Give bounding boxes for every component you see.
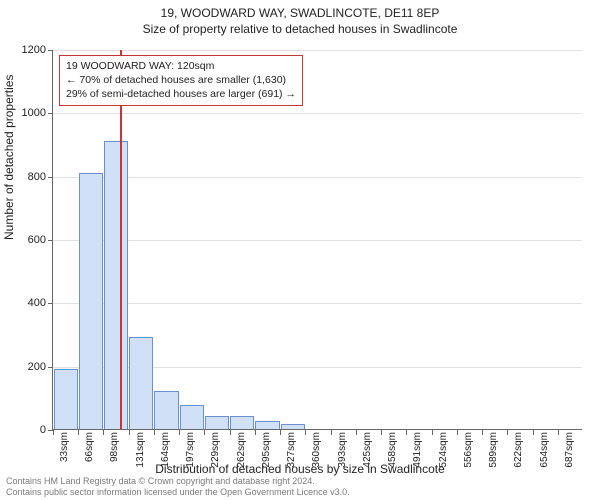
x-tick bbox=[129, 430, 130, 435]
y-tick-label: 400 bbox=[6, 297, 46, 309]
y-tick bbox=[48, 367, 53, 368]
x-tick bbox=[154, 430, 155, 435]
histogram-bar bbox=[129, 337, 153, 429]
histogram-bar bbox=[79, 173, 103, 430]
gridline bbox=[53, 50, 582, 51]
annotation-line: ← 70% of detached houses are smaller (1,… bbox=[66, 73, 296, 87]
y-tick bbox=[48, 113, 53, 114]
histogram-bar bbox=[255, 421, 279, 429]
x-tick bbox=[331, 430, 332, 435]
gridline bbox=[53, 113, 582, 114]
histogram-bar bbox=[154, 391, 178, 429]
histogram-bar bbox=[54, 369, 78, 429]
histogram-bar bbox=[230, 416, 254, 429]
histogram-bar bbox=[104, 141, 128, 429]
gridline bbox=[53, 240, 582, 241]
y-tick bbox=[48, 50, 53, 51]
x-axis-title: Distribution of detached houses by size … bbox=[0, 462, 600, 476]
x-tick bbox=[53, 430, 54, 435]
y-tick-label: 200 bbox=[6, 361, 46, 373]
x-tick bbox=[305, 430, 306, 435]
x-tick bbox=[356, 430, 357, 435]
y-tick bbox=[48, 303, 53, 304]
y-tick bbox=[48, 177, 53, 178]
x-tick bbox=[230, 430, 231, 435]
x-tick bbox=[179, 430, 180, 435]
page-title: Size of property relative to detached ho… bbox=[0, 22, 600, 36]
gridline bbox=[53, 303, 582, 304]
x-tick bbox=[558, 430, 559, 435]
y-tick-label: 1200 bbox=[6, 44, 46, 56]
x-tick bbox=[533, 430, 534, 435]
footer-line: Contains public sector information licen… bbox=[6, 487, 350, 498]
y-tick-label: 800 bbox=[6, 171, 46, 183]
x-tick bbox=[280, 430, 281, 435]
annotation-line: 19 WOODWARD WAY: 120sqm bbox=[66, 59, 296, 73]
footer-line: Contains HM Land Registry data © Crown c… bbox=[6, 476, 350, 487]
property-marker-line bbox=[120, 50, 122, 429]
x-tick bbox=[406, 430, 407, 435]
footer-attribution: Contains HM Land Registry data © Crown c… bbox=[6, 476, 350, 498]
histogram-bar bbox=[205, 416, 229, 429]
x-tick bbox=[204, 430, 205, 435]
x-tick bbox=[255, 430, 256, 435]
y-tick-label: 600 bbox=[6, 234, 46, 246]
histogram-chart: 02004006008001000120033sqm66sqm98sqm131s… bbox=[52, 50, 582, 430]
x-tick bbox=[78, 430, 79, 435]
y-tick-label: 1000 bbox=[6, 107, 46, 119]
x-tick bbox=[457, 430, 458, 435]
x-tick bbox=[432, 430, 433, 435]
x-tick bbox=[381, 430, 382, 435]
annotation-line: 29% of semi-detached houses are larger (… bbox=[66, 87, 296, 101]
y-tick-label: 0 bbox=[6, 424, 46, 436]
annotation-box: 19 WOODWARD WAY: 120sqm ← 70% of detache… bbox=[59, 55, 303, 106]
gridline bbox=[53, 177, 582, 178]
x-tick bbox=[482, 430, 483, 435]
plot-area: 02004006008001000120033sqm66sqm98sqm131s… bbox=[52, 50, 582, 430]
histogram-bar bbox=[180, 405, 204, 429]
y-tick bbox=[48, 240, 53, 241]
histogram-bar bbox=[281, 424, 305, 429]
page-supertitle: 19, WOODWARD WAY, SWADLINCOTE, DE11 8EP bbox=[0, 6, 600, 20]
x-tick bbox=[103, 430, 104, 435]
x-tick bbox=[507, 430, 508, 435]
y-axis-title: Number of detached properties bbox=[2, 75, 16, 240]
